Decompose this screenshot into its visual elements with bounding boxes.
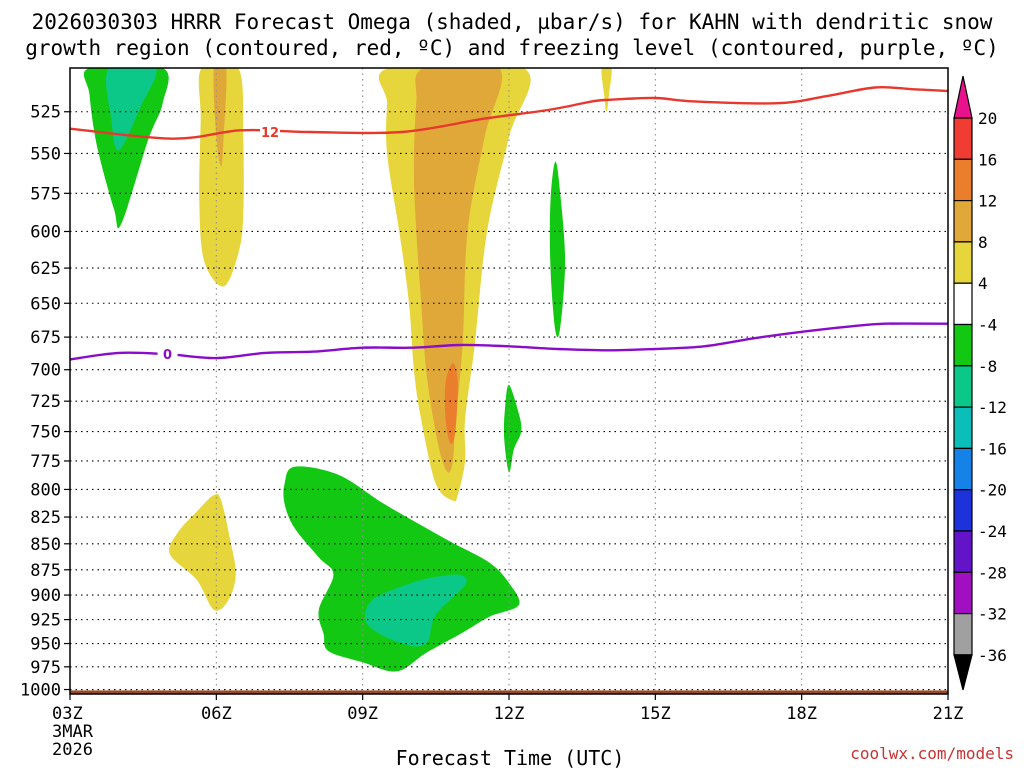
- x-tick-label-12Z: 12Z: [494, 704, 525, 724]
- omega-region-teal-low-blob: [365, 574, 467, 647]
- colorbar-label-neg24: -24: [978, 522, 1007, 541]
- colorbar-label-neg20: -20: [978, 481, 1007, 500]
- y-tick-label-650: 650: [30, 294, 61, 314]
- colorbar-top-arrow: [953, 75, 973, 119]
- y-tick-label-775: 775: [30, 452, 61, 472]
- y-tick-label-925: 925: [30, 611, 61, 631]
- x-tick-label-21Z: 21Z: [933, 704, 964, 724]
- colorbar-label-8: 8: [978, 233, 988, 252]
- contour-label-dgz-minus12: 12: [261, 126, 279, 141]
- chart-title-line2: growth region (contoured, red, ºC) and f…: [25, 36, 999, 60]
- omega-region-teal-upper-left: [106, 68, 157, 151]
- contour-line-freezing-level-0: [70, 322, 948, 361]
- y-tick-label-700: 700: [30, 361, 61, 381]
- plot-area: 12 0 525 550 575 600 625 650 675 700 725 750 775 800 8…: [20, 67, 964, 760]
- colorbar-label-12: 12: [978, 192, 997, 211]
- credit-text: coolwx.com/models: [850, 744, 1014, 763]
- y-tick-label-900: 900: [30, 586, 61, 606]
- colorbar-label-4: 4: [978, 274, 988, 293]
- omega-region-orange-main-column: [444, 363, 458, 444]
- colorbar-bin-7: [953, 406, 973, 450]
- y-tick-label-950: 950: [30, 635, 61, 655]
- y-tick-label-975: 975: [30, 658, 61, 678]
- x-tick-label-18Z: 18Z: [786, 704, 817, 724]
- omega-region-green-upper-left: [83, 68, 169, 229]
- omega-region-green-sliver-12z: [503, 384, 522, 473]
- colorbar-bin-9: [953, 489, 973, 532]
- colorbar-label-neg4: -4: [978, 316, 997, 335]
- omega-region-gold-main-column: [413, 68, 503, 473]
- y-tick-label-550: 550: [30, 144, 61, 164]
- omega-region-green-low-blob: [283, 466, 520, 672]
- colorbar-bin-10: [953, 530, 973, 573]
- contour-label-freezing-level-0: 0: [163, 348, 172, 363]
- colorbar-label-neg36: -36: [978, 646, 1007, 665]
- omega-region-gold-06z-column: [213, 68, 227, 167]
- y-tick-label-675: 675: [30, 328, 61, 348]
- ground-surface-band: [70, 690, 948, 694]
- x-tick-date-label: 3MAR: [52, 722, 94, 742]
- y-tick-label-725: 725: [30, 392, 61, 412]
- x-axis-label: Forecast Time (UTC): [396, 746, 625, 768]
- y-tick-label-875: 875: [30, 561, 61, 581]
- colorbar-bin-12: [953, 612, 973, 656]
- colorbar-label-20: 20: [978, 109, 997, 128]
- plot-data-layer: 12 0: [70, 68, 948, 694]
- colorbar-bottom-arrow: [953, 654, 973, 691]
- x-tick-year-label: 2026: [52, 740, 93, 760]
- x-tick-label-09Z: 09Z: [347, 704, 378, 724]
- colorbar-bin-0: [953, 117, 973, 160]
- colorbar: 20 16 12 8 4 -4 -8 -12 -16 -20 -24 -28 -32 -36: [953, 75, 1007, 691]
- y-tick-label-600: 600: [30, 222, 61, 242]
- omega-region-yellow-tiny-14z: [601, 68, 612, 112]
- x-tick-label-15Z: 15Z: [640, 704, 671, 724]
- contour-label-bg-dgz-minus12: [259, 124, 280, 141]
- y-tick-label-575: 575: [30, 184, 61, 204]
- chart-title-line1: 2026030303 HRRR Forecast Omega (shaded, …: [32, 10, 993, 34]
- y-tick-label-1000: 1000: [20, 681, 61, 701]
- y-tick-label-850: 850: [30, 535, 61, 555]
- y-tick-label-800: 800: [30, 480, 61, 500]
- contour-label-bg-freezing-level-0: [157, 346, 178, 363]
- y-tick-label-625: 625: [30, 259, 61, 279]
- omega-region-green-sliver-13z: [549, 161, 566, 338]
- colorbar-bin-11: [953, 571, 973, 615]
- colorbar-bin-5: [953, 323, 973, 367]
- colorbar-label-neg32: -32: [978, 605, 1007, 624]
- colorbar-label-neg16: -16: [978, 439, 1007, 458]
- x-tick-label-03Z: 03Z: [52, 704, 83, 724]
- colorbar-bin-8: [953, 447, 973, 491]
- omega-region-yellow-06z-column: [198, 68, 244, 287]
- colorbar-bin-1: [953, 158, 973, 202]
- colorbar-label-neg28: -28: [978, 563, 1007, 582]
- colorbar-label-neg8: -8: [978, 357, 997, 376]
- colorbar-bin-2: [953, 200, 973, 243]
- colorbar-bin-3: [953, 241, 973, 284]
- x-tick-label-06Z: 06Z: [201, 704, 232, 724]
- colorbar-bin-6: [953, 365, 973, 408]
- contour-line-dgz-minus12: [70, 85, 948, 140]
- colorbar-label-neg12: -12: [978, 398, 1007, 417]
- y-tick-label-525: 525: [30, 103, 61, 123]
- colorbar-bin-4: [953, 282, 973, 326]
- y-tick-label-750: 750: [30, 423, 61, 443]
- colorbar-label-16: 16: [978, 150, 997, 169]
- y-tick-label-825: 825: [30, 508, 61, 528]
- omega-region-yellow-low-lobe: [169, 493, 236, 611]
